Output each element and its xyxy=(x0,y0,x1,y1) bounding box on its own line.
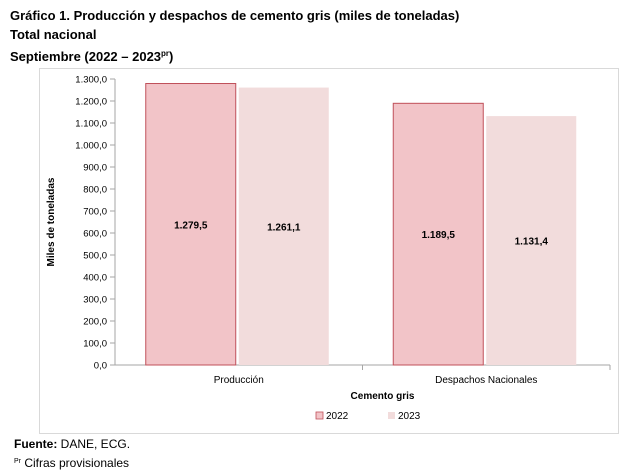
bar-data-label: 1.131,4 xyxy=(515,237,549,248)
bar-chart: 0,0 100,0 200,0 300,0 400,0 500,0 600,0 700,0 80… xyxy=(46,75,611,422)
note-text: Cifras provisionales xyxy=(21,456,130,470)
bar-data-label: 1.279,5 xyxy=(174,220,208,231)
source-text: DANE, ECG. xyxy=(57,437,131,451)
chart-period: Septiembre (2022 – 2023pr) xyxy=(10,44,459,66)
note-line: Pr Cifras provisionales xyxy=(14,453,130,472)
x-axis-title: Cemento gris xyxy=(351,391,415,402)
legend-swatch-2023 xyxy=(388,412,395,419)
x-category-label: Producción xyxy=(214,375,264,386)
chart-frame: 0,0 100,0 200,0 300,0 400,0 500,0 600,0 700,0 80… xyxy=(39,68,619,434)
y-tick-label: 700,0 xyxy=(83,207,107,218)
bar-data-label: 1.261,1 xyxy=(267,222,301,233)
legend-label-2023: 2023 xyxy=(398,411,421,422)
y-tick-label: 1.000,0 xyxy=(75,141,107,152)
source-label: Fuente: xyxy=(14,437,58,451)
legend-swatch-2022 xyxy=(315,411,324,420)
y-tick-label: 900,0 xyxy=(83,163,107,174)
period-prefix: Septiembre (2022 – 2023 xyxy=(10,49,162,64)
bar-2023 xyxy=(238,87,329,366)
x-category-label: Despachos Nacionales xyxy=(435,375,537,386)
period-suffix: ) xyxy=(169,49,174,64)
source-line: Fuente: DANE, ECG. xyxy=(14,436,130,453)
bar-2022 xyxy=(392,102,484,366)
bar-2022 xyxy=(145,83,237,366)
y-tick-label: 600,0 xyxy=(83,229,107,240)
y-tick-label: 1.300,0 xyxy=(75,75,107,86)
y-tick-label: 300,0 xyxy=(83,295,107,306)
y-tick-label: 400,0 xyxy=(83,273,107,284)
y-tick-label: 500,0 xyxy=(83,251,107,262)
footer: Fuente: DANE, ECG. Pr Cifras provisional… xyxy=(14,436,130,472)
y-tick-label: 0,0 xyxy=(94,361,107,372)
y-tick-label: 100,0 xyxy=(83,339,107,350)
bar-data-label: 1.189,5 xyxy=(422,230,456,241)
y-axis-title: Miles de toneladas xyxy=(46,177,57,266)
y-tick-label: 1.100,0 xyxy=(75,119,107,130)
chart-subtitle: Total nacional xyxy=(10,27,97,42)
legend-label-2022: 2022 xyxy=(326,411,349,422)
y-tick-label: 200,0 xyxy=(83,317,107,328)
y-tick-label: 1.200,0 xyxy=(75,97,107,108)
chart-title: Gráfico 1. Producción y despachos de cem… xyxy=(10,8,460,23)
bar-2023 xyxy=(486,116,577,365)
period-sup: pr xyxy=(161,49,170,58)
y-tick-label: 800,0 xyxy=(83,185,107,196)
note-sup: Pr xyxy=(14,458,21,465)
chart-title-block: Gráfico 1. Producción y despachos de cem… xyxy=(10,6,459,66)
